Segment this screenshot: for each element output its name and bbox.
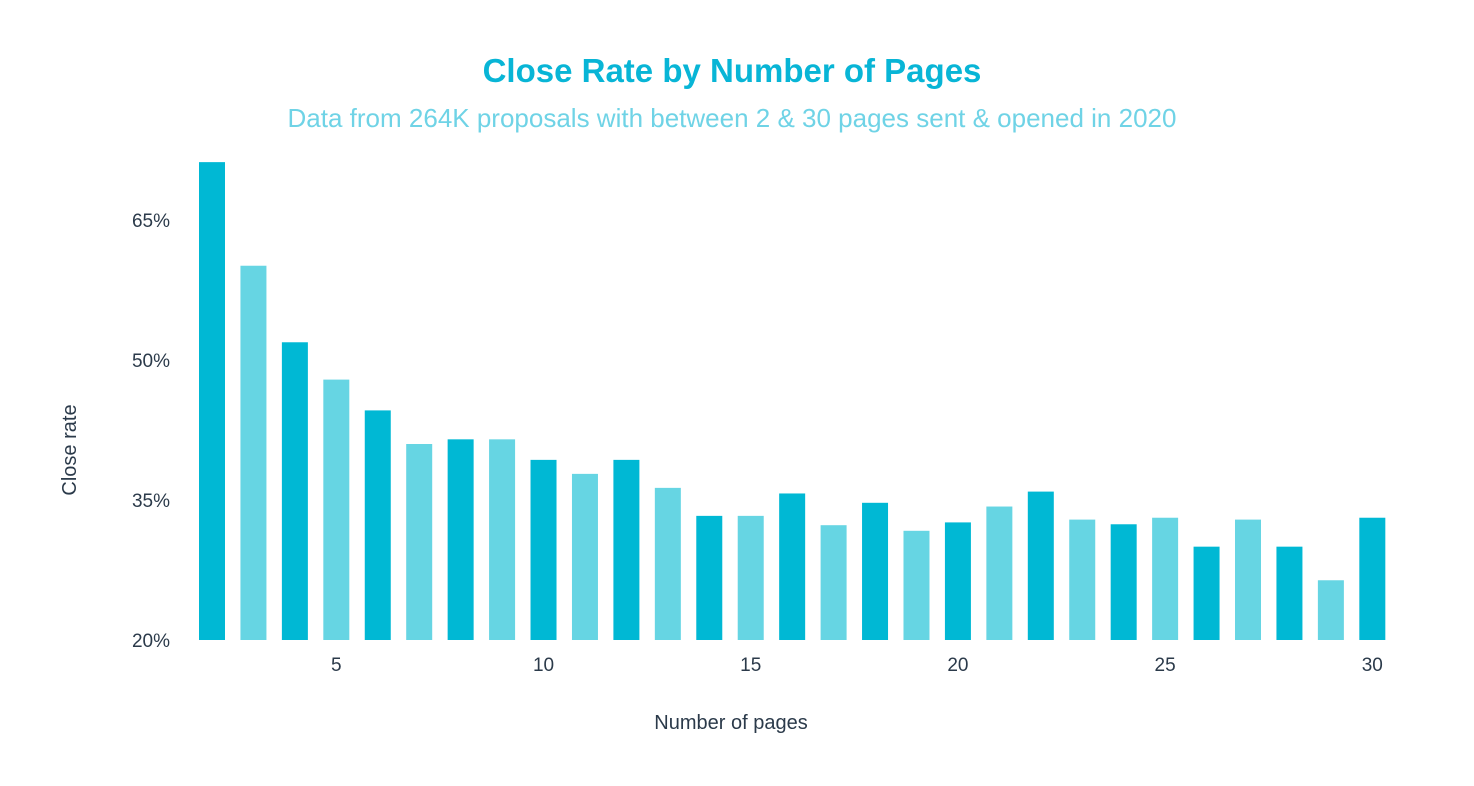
bar-pages-6 bbox=[364, 410, 391, 640]
bar-pages-20 bbox=[944, 522, 971, 640]
bar-pages-9 bbox=[489, 439, 516, 640]
bar-pages-28 bbox=[1276, 546, 1303, 640]
bar-pages-14 bbox=[696, 515, 723, 640]
chart-title: Close Rate by Number of Pages bbox=[482, 52, 982, 89]
bar-pages-18 bbox=[862, 502, 889, 640]
bar-pages-10 bbox=[530, 459, 557, 640]
bar-pages-22 bbox=[1027, 491, 1054, 640]
bar-pages-29 bbox=[1317, 580, 1344, 640]
y-tick-label: 20% bbox=[132, 631, 170, 652]
bar-pages-24 bbox=[1110, 524, 1137, 640]
bar-pages-4 bbox=[281, 342, 308, 640]
y-axis-ticks: 20% 35% 50% 65% bbox=[132, 211, 170, 652]
bar-pages-5 bbox=[323, 379, 350, 640]
x-tick-label: 25 bbox=[1155, 655, 1176, 676]
bar-pages-12 bbox=[613, 459, 640, 640]
bar-pages-30 bbox=[1359, 517, 1386, 640]
bar-pages-16 bbox=[779, 493, 806, 640]
bar-pages-17 bbox=[820, 525, 847, 640]
x-tick-label: 20 bbox=[947, 655, 968, 676]
x-tick-label: 5 bbox=[331, 655, 342, 676]
bar-pages-8 bbox=[447, 439, 474, 640]
bar-pages-11 bbox=[571, 473, 598, 640]
bars-group bbox=[199, 162, 1386, 640]
bar-pages-27 bbox=[1235, 519, 1261, 640]
chart-subtitle: Data from 264K proposals with between 2 … bbox=[287, 103, 1177, 133]
y-tick-label: 35% bbox=[132, 491, 170, 512]
bar-pages-25 bbox=[1152, 517, 1179, 640]
x-tick-label: 15 bbox=[740, 655, 761, 676]
x-tick-label: 10 bbox=[533, 655, 554, 676]
bar-pages-15 bbox=[737, 515, 764, 640]
bar-pages-3 bbox=[240, 265, 267, 640]
y-tick-label: 65% bbox=[132, 211, 170, 232]
bar-pages-26 bbox=[1193, 546, 1220, 640]
x-axis-ticks: 5 10 15 20 25 30 bbox=[331, 655, 1383, 676]
bar-pages-23 bbox=[1069, 519, 1096, 640]
bar-pages-19 bbox=[903, 530, 930, 640]
bar-pages-7 bbox=[406, 444, 433, 640]
x-tick-label: 30 bbox=[1362, 655, 1383, 676]
bar-pages-21 bbox=[986, 506, 1013, 640]
bar-pages-2 bbox=[199, 162, 225, 640]
y-tick-label: 50% bbox=[132, 351, 170, 372]
bar-pages-13 bbox=[654, 487, 681, 640]
y-axis-label: Close rate bbox=[59, 404, 81, 495]
x-axis-label: Number of pages bbox=[654, 712, 807, 734]
